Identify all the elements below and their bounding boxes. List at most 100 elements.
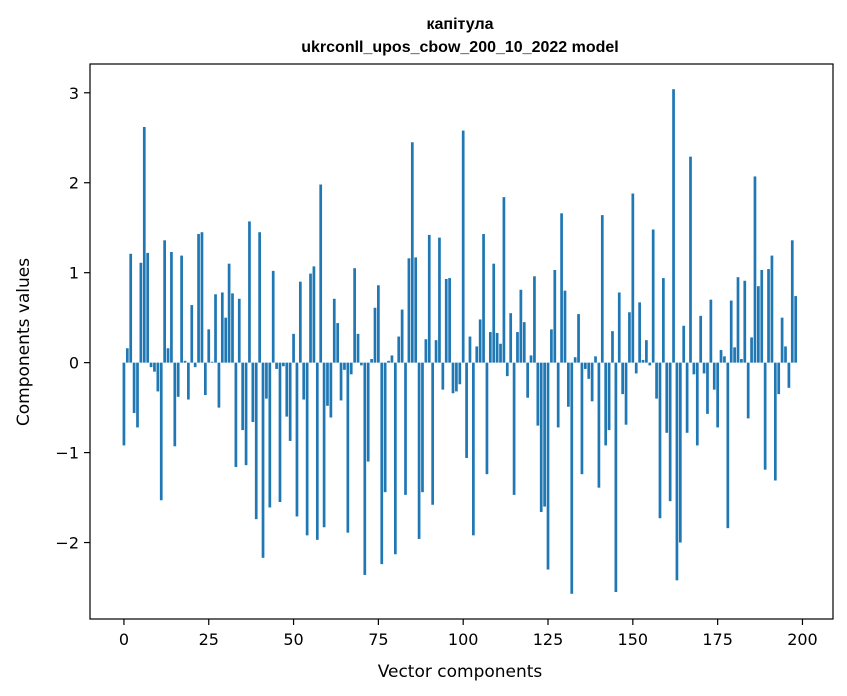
bar-component-146 [617,292,621,363]
bar-component-176 [719,350,723,363]
x-tick-label: 75 [368,630,388,649]
bar-component-110 [495,332,499,363]
bar-component-87 [417,362,421,539]
bar-component-191 [770,255,774,363]
bar-component-95 [444,278,448,363]
bar-component-158 [658,362,662,519]
y-tick-label: 2 [69,174,79,193]
bar-component-20 [190,305,194,363]
bar-component-175 [716,362,719,428]
bar-component-72 [366,362,370,462]
bar-component-163 [675,362,679,581]
bar-component-182 [740,359,743,363]
bar-component-179 [729,300,733,363]
bar-component-154 [645,340,648,363]
bar-component-119 [526,362,530,398]
bar-component-38 [251,362,255,423]
bar-component-9 [153,362,156,372]
bar-component-84 [407,258,411,363]
bar-component-64 [339,362,343,401]
bar-component-135 [580,362,584,475]
bar-component-77 [383,362,387,493]
bar-component-42 [265,362,268,399]
bar-component-58 [319,184,323,363]
bar-component-44 [271,270,275,363]
bar-component-114 [509,313,513,363]
bar-component-34 [237,298,241,363]
bar-component-121 [533,276,536,363]
bar-component-60 [326,362,329,406]
bar-component-134 [577,314,580,363]
bar-component-165 [682,325,686,363]
bar-component-196 [787,362,791,388]
bar-component-73 [370,359,373,363]
bar-component-57 [315,362,319,540]
bar-component-113 [505,362,509,377]
bar-component-137 [587,362,591,379]
bar-component-36 [244,362,248,466]
x-tick-label: 150 [618,630,649,649]
bar-component-100 [461,130,465,363]
bar-component-141 [600,215,604,363]
bar-component-62 [332,298,336,363]
bar-component-138 [590,362,594,402]
bar-component-53 [302,362,306,400]
bar-component-51 [295,362,299,517]
bar-component-149 [628,312,631,363]
y-tick-label: 3 [69,84,79,103]
bar-component-147 [621,362,625,395]
bar-component-80 [393,362,397,555]
bar-component-169 [695,362,699,446]
bar-component-55 [309,273,312,363]
bar-component-15 [173,362,177,447]
bar-component-108 [488,332,492,363]
bar-component-8 [149,362,153,368]
bar-component-99 [458,362,462,385]
bar-component-65 [343,362,346,370]
bar-component-142 [604,362,608,446]
bar-component-126 [550,329,553,363]
bar-component-43 [268,362,272,508]
bar-component-102 [468,336,472,363]
bar-component-21 [193,362,197,368]
bar-component-151 [634,362,638,374]
x-tick-label: 200 [787,630,818,649]
bar-component-56 [312,266,316,363]
bar-component-11 [159,362,163,501]
bar-component-124 [543,362,546,507]
bar-component-127 [553,269,557,363]
y-tick-label: −2 [55,534,79,553]
y-axis-ticks: −2 −1 0 1 2 3 [55,84,90,553]
bar-component-131 [567,362,570,407]
bar-component-136 [583,362,587,369]
bar-component-198 [794,296,798,363]
bar-component-35 [241,362,245,431]
bar-component-74 [373,307,377,363]
bar-component-37 [248,221,251,363]
bar-component-29 [220,292,224,363]
bar-component-69 [356,333,360,363]
x-axis-ticks: 0 25 50 75 100 125 150 175 200 [119,619,818,649]
bar-component-139 [594,356,597,363]
bar-component-5 [139,262,143,363]
bar-component-180 [733,347,736,363]
bar-component-49 [288,362,292,441]
bar-component-101 [465,362,468,458]
bar-component-23 [200,232,204,363]
bar-component-109 [492,263,496,363]
bar-component-48 [285,362,289,417]
bar-component-160 [665,362,669,433]
bar-component-177 [723,356,726,363]
bar-component-6 [142,126,146,363]
bar-component-140 [597,362,601,488]
chart-title-model: ukrconll_upos_cbow_200_10_2022 model [301,39,618,56]
bar-component-19 [187,362,190,400]
bar-component-143 [607,362,611,431]
bar-component-170 [699,315,703,363]
bar-component-40 [258,232,261,363]
bar-component-96 [448,278,451,363]
bar-component-187 [757,286,760,363]
bar-component-181 [736,277,740,363]
bar-component-197 [790,240,794,363]
bar-component-128 [556,362,560,428]
